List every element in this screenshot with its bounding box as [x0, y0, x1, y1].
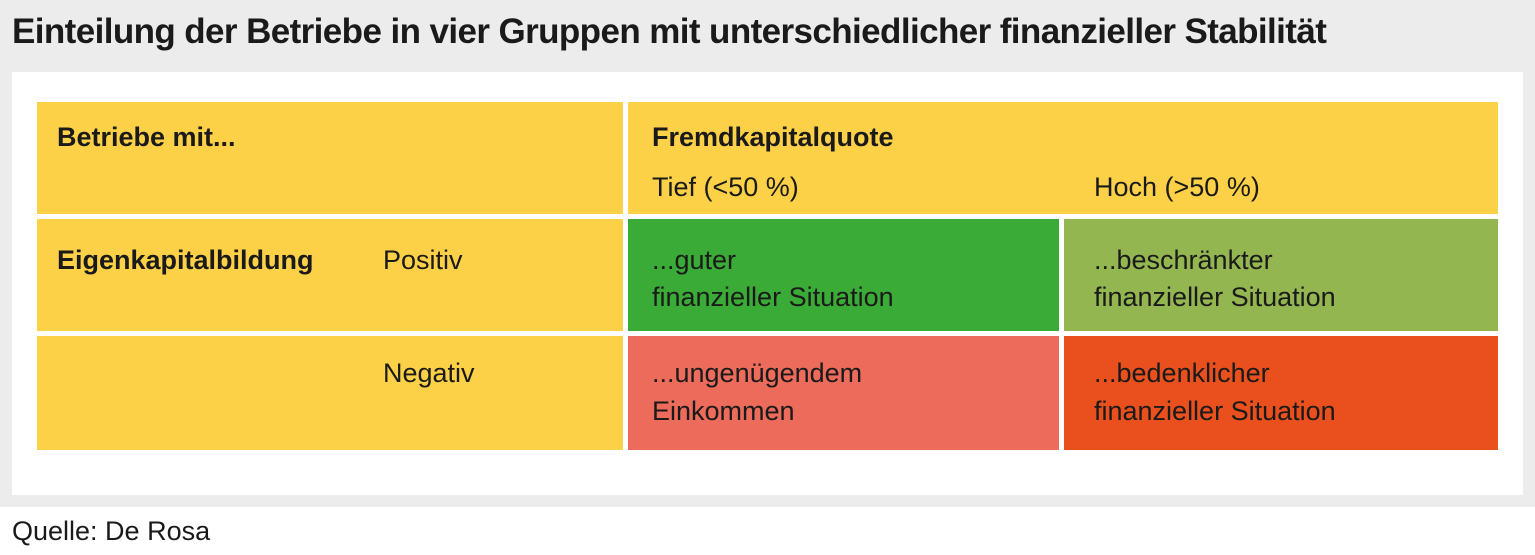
row-header-negativ: Negativ — [383, 358, 475, 388]
column-header-cell: Fremdkapitalquote Tief (<50 %) Hoch (>50… — [628, 102, 1498, 214]
figure-panel: Betriebe mit... Fremdkapitalquote Tief (… — [12, 72, 1523, 495]
cell-negativ-tief: ...ungenügendem Einkommen — [628, 336, 1059, 450]
row-header-positiv-cell: Eigenkapitalbildung Positiv — [37, 219, 623, 331]
cell-negativ-hoch: ...bedenklicher finanzieller Situation — [1064, 336, 1498, 450]
cell-text-line1: ...ungenügendem — [652, 358, 863, 388]
page-title: Einteilung der Betriebe in vier Gruppen … — [12, 12, 1327, 51]
row-group-label: Eigenkapitalbildung — [57, 245, 314, 275]
column-group-label: Fremdkapitalquote — [652, 122, 894, 152]
cell-text-line2: Einkommen — [652, 396, 795, 426]
column-header-tief: Tief (<50 %) — [652, 172, 799, 202]
cell-text-line2: finanzieller Situation — [652, 282, 894, 312]
cell-positiv-hoch: ...beschränkter finanzieller Situation — [1064, 219, 1498, 331]
source-note: Quelle: De Rosa — [12, 516, 211, 546]
cell-text-line2: finanzieller Situation — [1094, 396, 1336, 426]
cell-text-line1: ...beschränkter — [1094, 245, 1273, 275]
corner-label: Betriebe mit... — [57, 122, 236, 152]
cell-text-line2: finanzieller Situation — [1094, 282, 1336, 312]
stability-matrix: Betriebe mit... Fremdkapitalquote Tief (… — [34, 99, 1501, 455]
row-header-positiv: Positiv — [383, 245, 463, 275]
title-band — [0, 0, 1535, 72]
column-header-hoch: Hoch (>50 %) — [1094, 172, 1260, 202]
figure-frame: Betriebe mit... Fremdkapitalquote Tief (… — [0, 72, 1535, 507]
corner-header-cell: Betriebe mit... — [37, 102, 623, 214]
cell-positiv-tief: ...guter finanzieller Situation — [628, 219, 1059, 331]
cell-text-line1: ...bedenklicher — [1094, 358, 1270, 388]
row-header-negativ-cell: Negativ — [37, 336, 623, 450]
cell-text-line1: ...guter — [652, 245, 737, 275]
